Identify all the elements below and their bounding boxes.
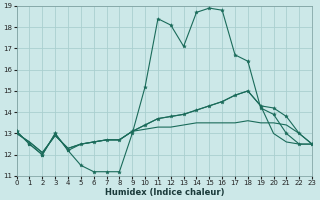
X-axis label: Humidex (Indice chaleur): Humidex (Indice chaleur) [105,188,224,197]
